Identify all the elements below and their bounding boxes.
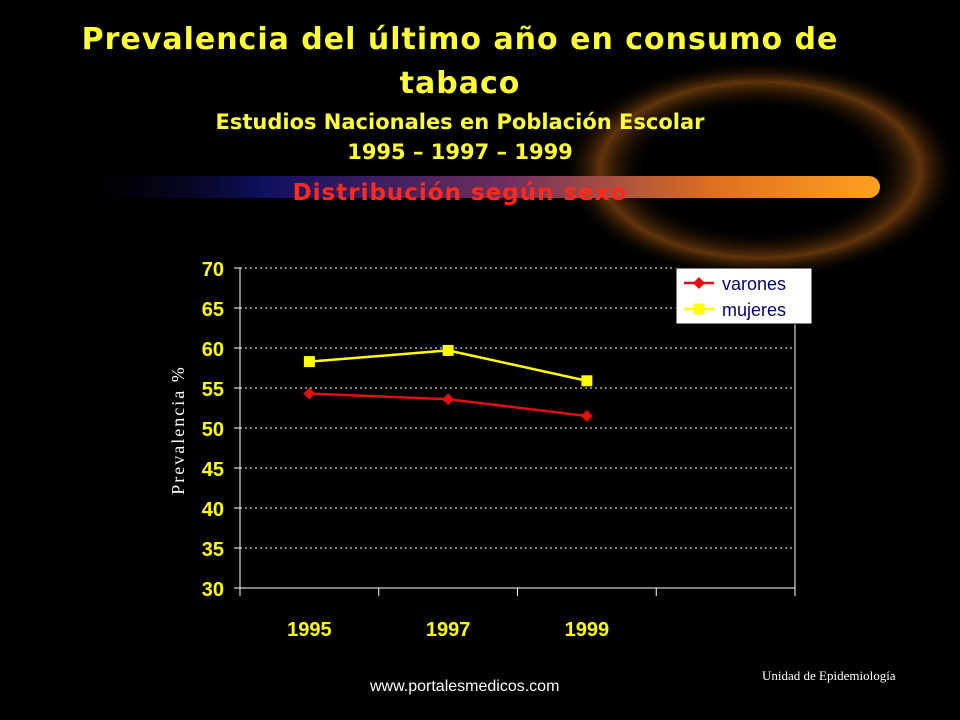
- data-point-mujeres: [303, 356, 315, 368]
- x-tick-label: 1997: [426, 619, 471, 641]
- y-tick-label: 70: [202, 259, 224, 281]
- legend-label-mujeres: mujeres: [722, 300, 786, 320]
- x-tick-label: 1999: [565, 619, 610, 641]
- footer-url[interactable]: www.portalesmedicos.com: [370, 678, 560, 695]
- y-axis-label: Prevalencia %: [168, 365, 188, 494]
- title-line-1: Prevalencia del último año en consumo de: [81, 22, 839, 57]
- subtitle-years: 1995 – 1997 – 1999: [347, 140, 573, 164]
- legend-marker-mujeres: [693, 303, 705, 315]
- light-streak: [60, 176, 880, 198]
- y-tick-label: 30: [202, 579, 224, 601]
- legend-marker-varones: [693, 277, 705, 289]
- data-point-varones: [303, 387, 316, 400]
- data-point-mujeres: [581, 375, 593, 387]
- title-line-2: tabaco: [399, 66, 521, 101]
- subtitle-distribution: Distribución según sexo: [292, 180, 628, 206]
- subtitle-studies: Estudios Nacionales en Población Escolar: [215, 110, 705, 134]
- data-point-mujeres: [442, 344, 454, 356]
- y-tick-label: 60: [202, 339, 224, 361]
- y-tick-label: 50: [202, 419, 224, 441]
- y-tick-label: 65: [202, 299, 224, 321]
- data-point-varones: [580, 410, 593, 422]
- swirl-glow: [560, 60, 960, 280]
- series-layer: [303, 344, 593, 422]
- y-tick-label: 55: [202, 379, 224, 401]
- footer-unit: Unidad de Epidemiología: [762, 668, 896, 683]
- y-tick-label: 40: [202, 499, 224, 521]
- y-tick-label: 35: [202, 539, 224, 561]
- legend-label-varones: varones: [722, 274, 786, 294]
- x-tick-label: 1995: [287, 619, 332, 641]
- data-point-varones: [442, 393, 455, 406]
- y-tick-label: 45: [202, 459, 224, 481]
- axis-layer: 30 35 40 45 50 55 60 65 70 1995 1997 1999: [202, 259, 796, 641]
- legend: varones mujeres: [675, 267, 813, 325]
